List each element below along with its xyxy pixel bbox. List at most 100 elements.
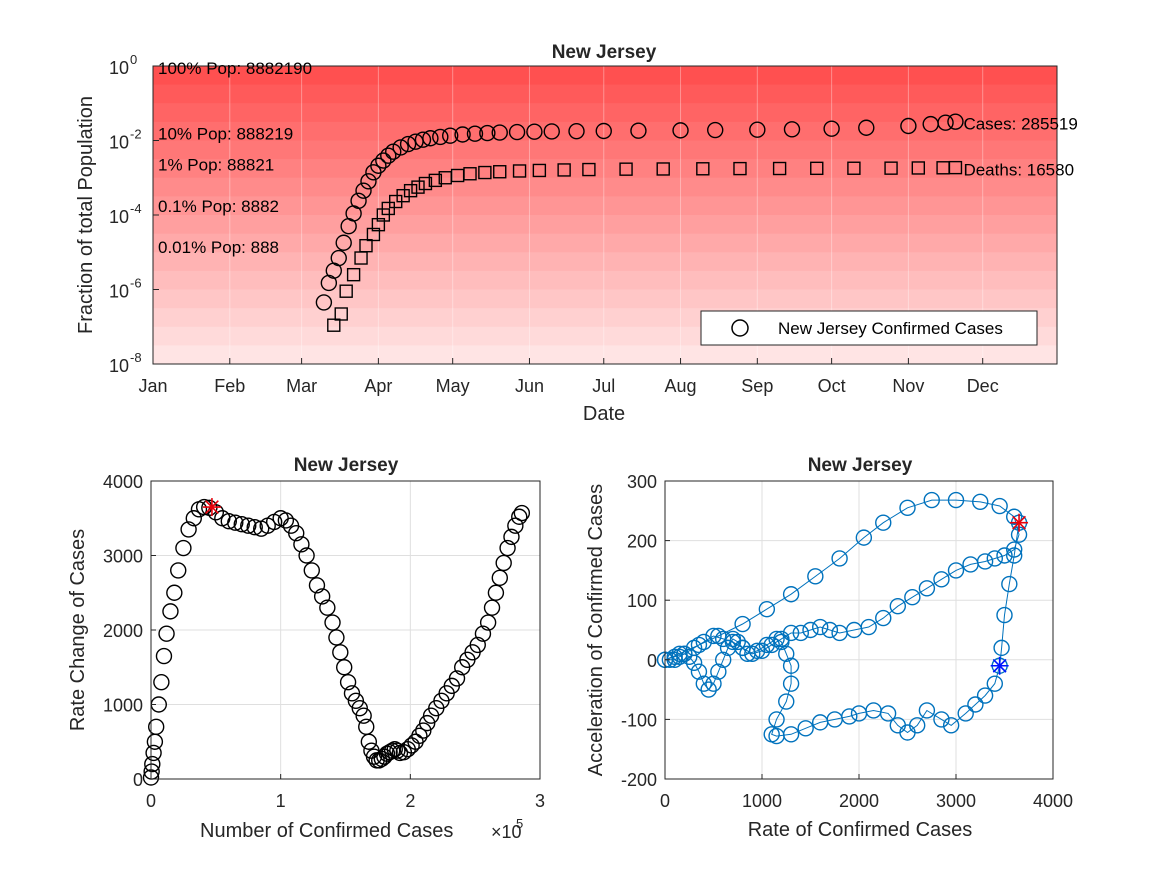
x-exponent-base: ×10 (491, 822, 522, 842)
population-band (153, 233, 1057, 253)
y-tick-exponent: -4 (130, 201, 142, 216)
data-point (972, 493, 989, 511)
data-point (207, 504, 225, 521)
x-tick-label: 2 (405, 791, 415, 811)
population-band (153, 84, 1057, 104)
data-point (715, 630, 732, 648)
x-tick-label: Oct (818, 376, 846, 396)
latest-point-star-stroke (205, 500, 219, 515)
case-marker (335, 234, 352, 251)
latest-point-star-stroke (1012, 515, 1026, 530)
death-marker (512, 164, 527, 178)
y-tick-label: 200 (627, 532, 657, 552)
case-marker (422, 130, 439, 147)
data-point (705, 627, 722, 645)
data-point (734, 639, 751, 657)
data-point (996, 606, 1013, 624)
data-point (947, 562, 965, 579)
data-point (812, 714, 829, 731)
data-point (710, 663, 727, 680)
case-marker (568, 122, 585, 140)
y-tick-label: 0 (133, 770, 143, 790)
data-point (166, 584, 183, 601)
y-tick-label: -100 (621, 710, 657, 730)
x-tick-label: 4000 (1033, 791, 1073, 811)
bottom-right-y-label: Acceleration of Confirmed Cases (585, 484, 607, 776)
death-marker (359, 238, 373, 253)
death-marker (371, 217, 386, 232)
data-point (690, 636, 708, 654)
data-point (328, 629, 345, 646)
death-marker (493, 165, 507, 179)
case-marker (672, 122, 689, 139)
y-tick-exponent: -6 (130, 276, 142, 291)
data-point (386, 741, 403, 758)
data-point (855, 529, 873, 546)
y-tick-base: 10 (109, 58, 129, 78)
data-point (146, 733, 164, 750)
series-end-label: Cases: 285519 (963, 115, 1077, 134)
x-tick-label: May (436, 376, 470, 396)
population-band-label: 1% Pop: 88821 (158, 156, 274, 175)
data-point (507, 517, 524, 534)
x-tick-label: Nov (892, 376, 924, 396)
death-marker (396, 188, 410, 203)
x-tick-label: 2000 (839, 791, 879, 811)
data-point (1006, 547, 1023, 564)
top-chart-markers (315, 113, 964, 332)
x-tick-label: 3000 (936, 791, 976, 811)
y-tick-label: 100 (627, 591, 657, 611)
death-marker (847, 161, 861, 175)
population-band (153, 196, 1057, 216)
data-point (976, 553, 994, 570)
data-point (411, 727, 428, 744)
population-band (153, 270, 1057, 290)
case-marker (749, 121, 766, 138)
data-point (491, 569, 509, 587)
data-point (180, 521, 197, 538)
y-tick-label: 10 -6 (109, 276, 142, 302)
data-point (145, 744, 162, 762)
data-point (288, 524, 305, 542)
data-point (185, 510, 202, 527)
data-point (685, 639, 703, 657)
y-tick-label: 3000 (103, 547, 143, 567)
data-point (298, 547, 315, 564)
data-point (246, 518, 263, 536)
y-tick-exponent: -2 (130, 127, 142, 142)
death-marker (411, 180, 425, 194)
case-marker (380, 147, 397, 164)
data-point (336, 659, 353, 676)
x-tick-label: 0 (660, 791, 670, 811)
population-band-label: 10% Pop: 888219 (158, 124, 293, 143)
case-marker (454, 126, 471, 143)
latest-point-star (202, 498, 221, 517)
bottom-right-markers (656, 491, 1029, 745)
population-band (153, 140, 1057, 160)
population-band (153, 215, 1057, 235)
data-point (860, 618, 877, 636)
top-chart-x-label: Date (583, 403, 625, 425)
case-marker (937, 114, 954, 131)
data-point (792, 624, 809, 642)
case-marker (858, 119, 875, 136)
data-point (487, 584, 505, 601)
case-marker (370, 157, 387, 174)
death-marker (327, 318, 341, 332)
y-tick-exponent: -8 (130, 350, 142, 365)
death-marker (948, 160, 963, 175)
y-tick-label: 10 -8 (109, 350, 142, 376)
y-tick-base: 10 (109, 356, 129, 376)
data-point (332, 644, 349, 661)
death-marker (810, 161, 824, 176)
x-tick-label: Feb (214, 376, 245, 396)
case-marker (630, 122, 647, 139)
death-marker (334, 307, 348, 321)
legend-box (700, 310, 1038, 346)
y-tick-label: 10 -2 (109, 127, 142, 153)
x-tick-label: Sep (741, 376, 773, 396)
population-band (153, 103, 1057, 123)
series-end-label: Deaths: 16580 (963, 161, 1074, 180)
